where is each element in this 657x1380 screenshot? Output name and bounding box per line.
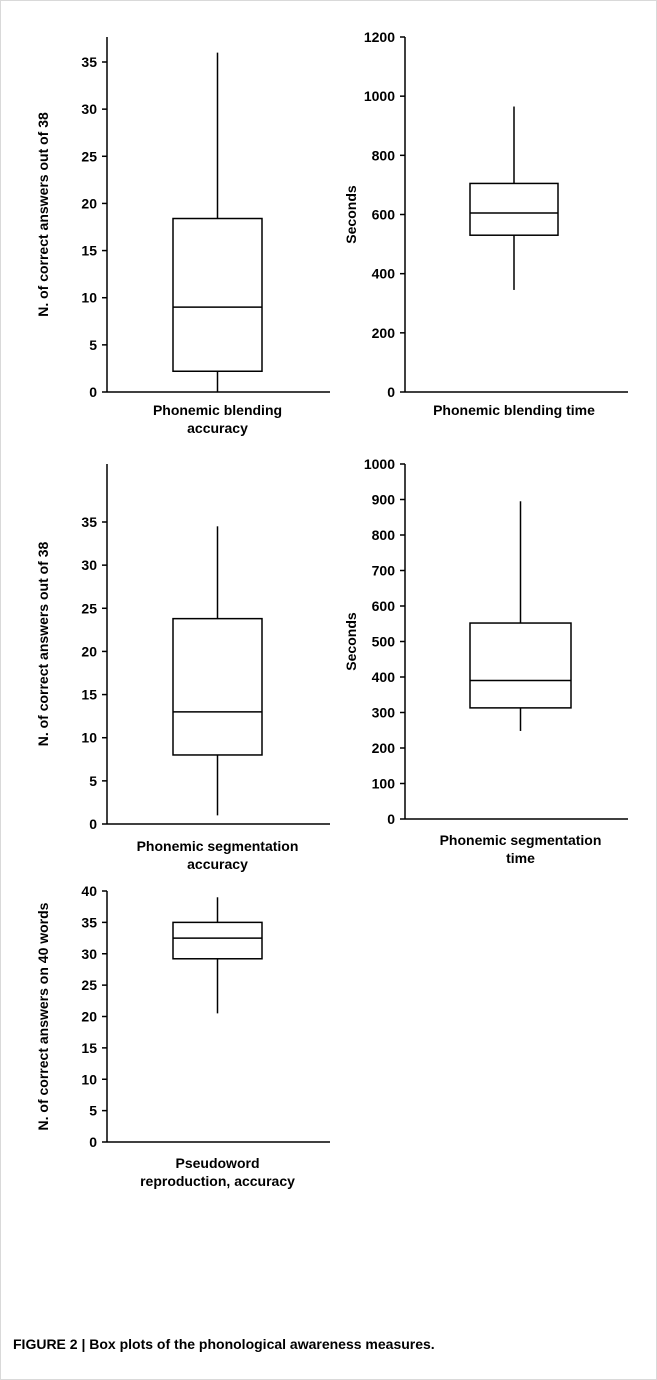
chart-4-y-tick-label: 300 <box>372 705 396 721</box>
chart-4-y-tick-label: 200 <box>372 740 396 756</box>
chart-2-y-tick-label: 0 <box>387 384 395 400</box>
figure-caption: FIGURE 2 | Box plots of the phonological… <box>13 1336 643 1352</box>
chart-1-y-axis-label: N. of correct answers out of 38 <box>35 112 51 317</box>
chart-4-y-tick-label: 0 <box>387 811 395 827</box>
chart-4-y-tick-label: 400 <box>372 669 396 685</box>
chart-2-y-tick-label: 800 <box>372 147 396 163</box>
chart-1-y-tick-label: 5 <box>89 337 97 353</box>
chart-4-iqr-box <box>469 622 572 709</box>
chart-4-y-tick-label: 500 <box>372 634 396 650</box>
chart-4-y-axis-label: Seconds <box>343 612 359 671</box>
chart-5-y-tick-label: 35 <box>81 914 97 930</box>
chart-2-x-category-label: Phonemic blending time <box>433 402 595 418</box>
caption-text: Box plots of the phonological awareness … <box>89 1336 435 1352</box>
chart-4-y-tick-label: 700 <box>372 563 396 579</box>
chart-1-y-tick-label: 10 <box>81 290 97 306</box>
chart-2-y-axis-label: Seconds <box>343 185 359 244</box>
chart-5-y-tick-label: 5 <box>89 1103 97 1119</box>
chart-2-iqr-box <box>469 182 559 236</box>
chart-3-iqr-box <box>172 617 263 756</box>
chart-5-y-tick-label: 25 <box>81 977 97 993</box>
chart-3-y-tick-label: 25 <box>81 600 97 616</box>
chart-4-x-category-label: time <box>506 850 535 866</box>
chart-1-x-category-label: accuracy <box>187 420 248 436</box>
chart-3-y-tick-label: 10 <box>81 730 97 746</box>
chart-4-y-tick-label: 600 <box>372 598 396 614</box>
chart-5-x-category-label: reproduction, accuracy <box>140 1173 295 1189</box>
chart-1-y-tick-label: 30 <box>81 101 97 117</box>
chart-2-y-tick-label: 1200 <box>364 29 395 45</box>
chart-5-y-tick-label: 40 <box>81 883 97 899</box>
chart-4-y-tick-label: 800 <box>372 527 396 543</box>
chart-3-y-tick-label: 5 <box>89 773 97 789</box>
chart-3-y-tick-label: 0 <box>89 816 97 832</box>
chart-4-x-category-label: Phonemic segmentation <box>440 832 602 848</box>
chart-2-y-tick-label: 400 <box>372 266 396 282</box>
chart-1-y-tick-label: 35 <box>81 54 97 70</box>
chart-5-y-axis-label: N. of correct answers on 40 words <box>35 902 51 1130</box>
chart-2-y-tick-label: 1000 <box>364 88 395 104</box>
chart-1-y-tick-label: 20 <box>81 195 97 211</box>
chart-4-y-tick-label: 900 <box>372 492 396 508</box>
chart-1-y-tick-label: 0 <box>89 384 97 400</box>
chart-4-y-tick-label: 100 <box>372 776 396 792</box>
chart-5-y-tick-label: 15 <box>81 1040 97 1056</box>
chart-1-y-tick-label: 15 <box>81 243 97 259</box>
chart-1-iqr-box <box>172 217 263 373</box>
chart-3-y-tick-label: 35 <box>81 514 97 530</box>
chart-3-y-axis-label: N. of correct answers out of 38 <box>35 541 51 746</box>
chart-1-x-category-label: Phonemic blending <box>153 402 282 418</box>
chart-5-y-tick-label: 10 <box>81 1071 97 1087</box>
chart-3-y-tick-label: 20 <box>81 643 97 659</box>
chart-5-y-tick-label: 20 <box>81 1009 97 1025</box>
chart-2-y-tick-label: 200 <box>372 325 396 341</box>
chart-3-y-tick-label: 30 <box>81 557 97 573</box>
chart-2-y-tick-label: 600 <box>372 207 396 223</box>
chart-3-x-category-label: Phonemic segmentation <box>137 838 299 854</box>
chart-5-x-category-label: Pseudoword <box>175 1155 259 1171</box>
chart-3-y-tick-label: 15 <box>81 687 97 703</box>
chart-3-x-category-label: accuracy <box>187 856 248 872</box>
chart-5-y-tick-label: 30 <box>81 946 97 962</box>
chart-4-y-tick-label: 1000 <box>364 456 395 472</box>
chart-5-iqr-box <box>172 921 263 960</box>
caption-label: FIGURE 2 | <box>13 1336 86 1352</box>
chart-1-y-tick-label: 25 <box>81 148 97 164</box>
chart-5-y-tick-label: 0 <box>89 1134 97 1150</box>
